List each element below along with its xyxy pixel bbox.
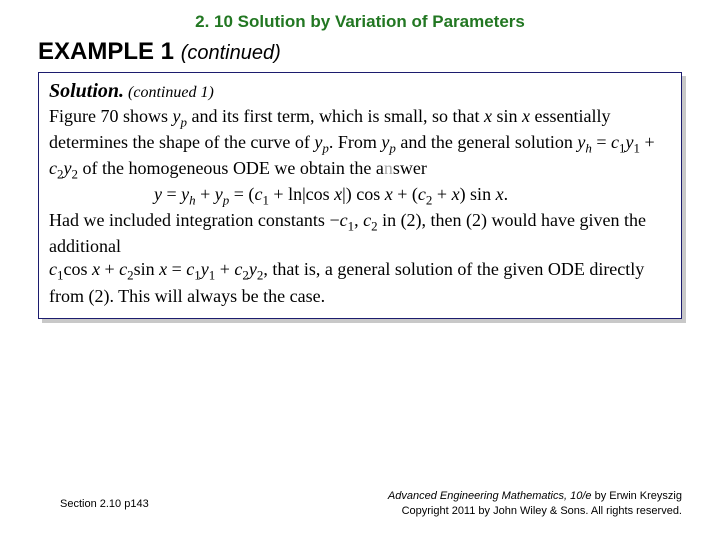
text: sin — [492, 106, 522, 126]
eq: + ln|cos — [269, 184, 334, 204]
display-equation: y = yh + yp = (c1 + ln|cos x|) cos x + (… — [49, 183, 671, 209]
var-x: x — [452, 184, 460, 204]
var-x: x — [496, 184, 504, 204]
footer-author: by Erwin Kreyszig — [592, 490, 682, 502]
text: and its first term, which is small, so t… — [187, 106, 484, 126]
var-x: x — [385, 184, 393, 204]
var-y: y — [181, 184, 189, 204]
comma: , — [354, 210, 363, 230]
var-c: c — [49, 259, 57, 279]
solution-lead: Solution. — [49, 80, 124, 102]
solution-box: Solution. (continued 1) Figure 70 shows … — [38, 72, 682, 319]
text: swer — [393, 158, 427, 178]
var-y: y — [215, 184, 223, 204]
text: sin — [134, 259, 160, 279]
eq: = ( — [229, 184, 254, 204]
text: + — [100, 259, 119, 279]
var-y: y — [173, 106, 181, 126]
footer-book-title: Advanced Engineering Mathematics, 10/e — [388, 490, 592, 502]
text: cos — [63, 259, 92, 279]
var-c: c — [49, 158, 57, 178]
text: Figure 70 shows — [49, 106, 173, 126]
var-y: y — [154, 184, 162, 204]
text: of the homogeneous ODE we obtain the a — [78, 158, 384, 178]
minus: − — [329, 210, 339, 230]
var-c: c — [119, 259, 127, 279]
eq: ) sin — [460, 184, 496, 204]
text: . From — [329, 132, 382, 152]
example-continued: (continued) — [181, 42, 281, 64]
var-c: c — [340, 210, 348, 230]
var-x: x — [522, 106, 530, 126]
var-c: c — [363, 210, 371, 230]
footer-copyright: Copyright 2011 by John Wiley & Sons. All… — [402, 505, 682, 517]
var-y: y — [249, 259, 257, 279]
text: Had we included integration constants — [49, 210, 329, 230]
example-heading: EXAMPLE 1 (continued) — [38, 38, 281, 66]
footer-right: Advanced Engineering Mathematics, 10/e b… — [388, 489, 682, 518]
eq: |) cos — [342, 184, 385, 204]
text: and the general solution — [396, 132, 577, 152]
solution-body: Solution. (continued 1) Figure 70 shows … — [49, 79, 671, 308]
var-x: x — [334, 184, 342, 204]
var-x: x — [484, 106, 492, 126]
ghost-letter: n — [384, 158, 393, 178]
var-x: x — [92, 259, 100, 279]
footer-left: Section 2.10 p143 — [60, 498, 149, 510]
eq: + — [196, 184, 215, 204]
text: = — [167, 259, 186, 279]
eq: . — [504, 184, 509, 204]
eq: + ( — [393, 184, 418, 204]
sub-h: h — [585, 140, 591, 155]
text: + — [215, 259, 234, 279]
var-c: c — [611, 132, 619, 152]
eq: + — [432, 184, 451, 204]
eq: = — [162, 184, 181, 204]
sub-1: 1 — [633, 140, 639, 155]
var-y: y — [201, 259, 209, 279]
var-c: c — [418, 184, 426, 204]
solution-lead-sub: (continued 1) — [124, 84, 214, 101]
var-x: x — [159, 259, 167, 279]
page-title: 2. 10 Solution by Variation of Parameter… — [0, 12, 720, 32]
example-label: EXAMPLE 1 — [38, 38, 181, 65]
